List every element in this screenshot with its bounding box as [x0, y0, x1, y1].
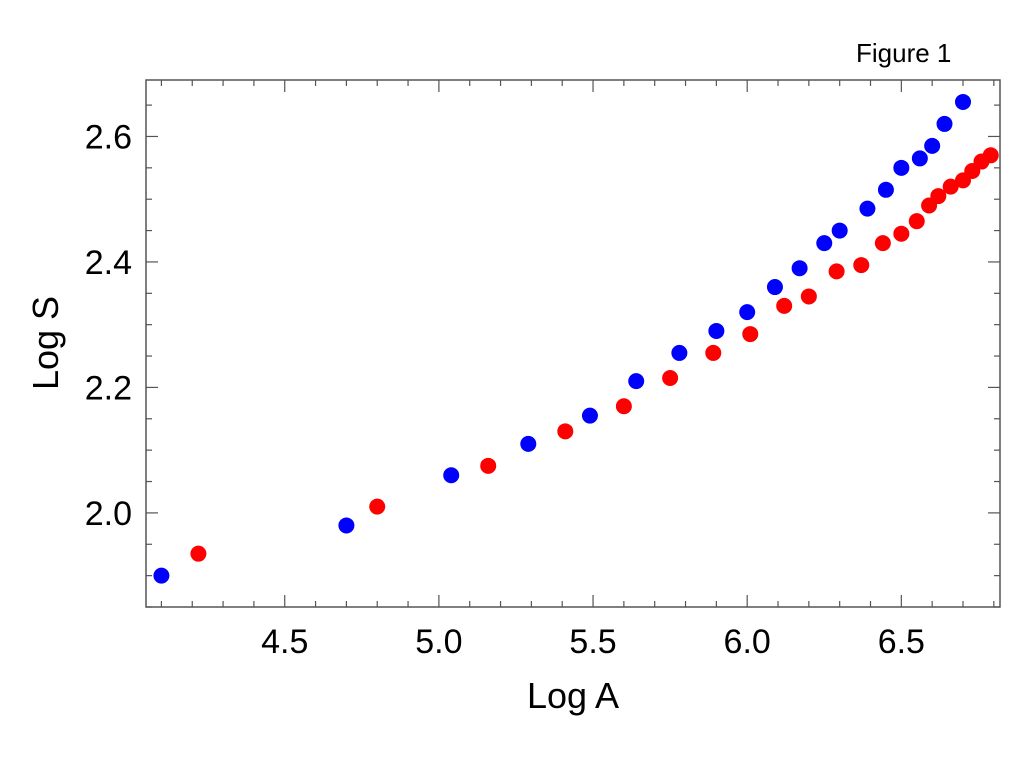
red-data-point: [662, 370, 679, 387]
x-tick-label: 6.0: [724, 623, 771, 661]
x-tick-label: 5.5: [569, 623, 616, 661]
blue-data-point: [671, 344, 688, 361]
blue-data-point: [739, 304, 756, 321]
blue-data-point: [924, 137, 941, 154]
red-data-point: [942, 178, 959, 195]
blue-data-point: [816, 235, 833, 252]
blue-data-point: [859, 200, 876, 217]
x-tick-label: 4.5: [261, 623, 308, 661]
red-data-point: [930, 188, 947, 205]
x-tick-label: 5.0: [415, 623, 462, 661]
red-data-point: [982, 147, 999, 164]
red-data-point: [908, 213, 925, 230]
x-axis-label: Log A: [527, 675, 619, 716]
plot-frame: [145, 79, 1001, 608]
blue-data-point: [877, 181, 894, 198]
y-tick-label: 2.0: [85, 495, 132, 533]
blue-data-point: [791, 260, 808, 277]
red-data-point: [705, 344, 722, 361]
blue-data-point: [443, 467, 460, 484]
red-data-point: [874, 235, 891, 252]
red-data-point: [615, 398, 632, 415]
blue-data-point: [708, 322, 725, 339]
blue-data-point: [955, 93, 972, 110]
red-data-point: [557, 423, 574, 440]
blue-data-point: [831, 222, 848, 239]
y-tick-label: 2.4: [85, 244, 132, 282]
blue-data-point: [628, 373, 645, 390]
red-data-point: [480, 457, 497, 474]
y-tick-label: 2.2: [85, 369, 132, 407]
y-axis-label: Log S: [25, 296, 66, 390]
red-data-point: [776, 297, 793, 314]
x-axis: 4.5 5.0 5.5 6.0 6.5: [160, 80, 995, 661]
blue-data-point: [520, 435, 537, 452]
blue-data-point: [911, 150, 928, 167]
red-data-point: [190, 545, 207, 562]
blue-data-point: [581, 407, 598, 424]
blue-data-point: [153, 567, 170, 584]
y-axis: 2.0 2.2 2.4 2.6: [85, 104, 1000, 608]
figure-label: Figure 1: [856, 38, 952, 68]
blue-data-point: [936, 115, 953, 132]
blue-data-point: [338, 517, 355, 534]
red-data-point: [828, 263, 845, 280]
blue-data-point: [766, 279, 783, 296]
red-data-point: [800, 288, 817, 305]
y-tick-label: 2.6: [85, 118, 132, 156]
red-data-point: [742, 326, 759, 343]
red-data-point: [853, 257, 870, 274]
x-tick-label: 6.5: [878, 623, 925, 661]
blue-data-point: [893, 159, 910, 176]
red-data-point: [369, 498, 386, 515]
data-points: [153, 93, 999, 584]
red-data-point: [893, 225, 910, 242]
